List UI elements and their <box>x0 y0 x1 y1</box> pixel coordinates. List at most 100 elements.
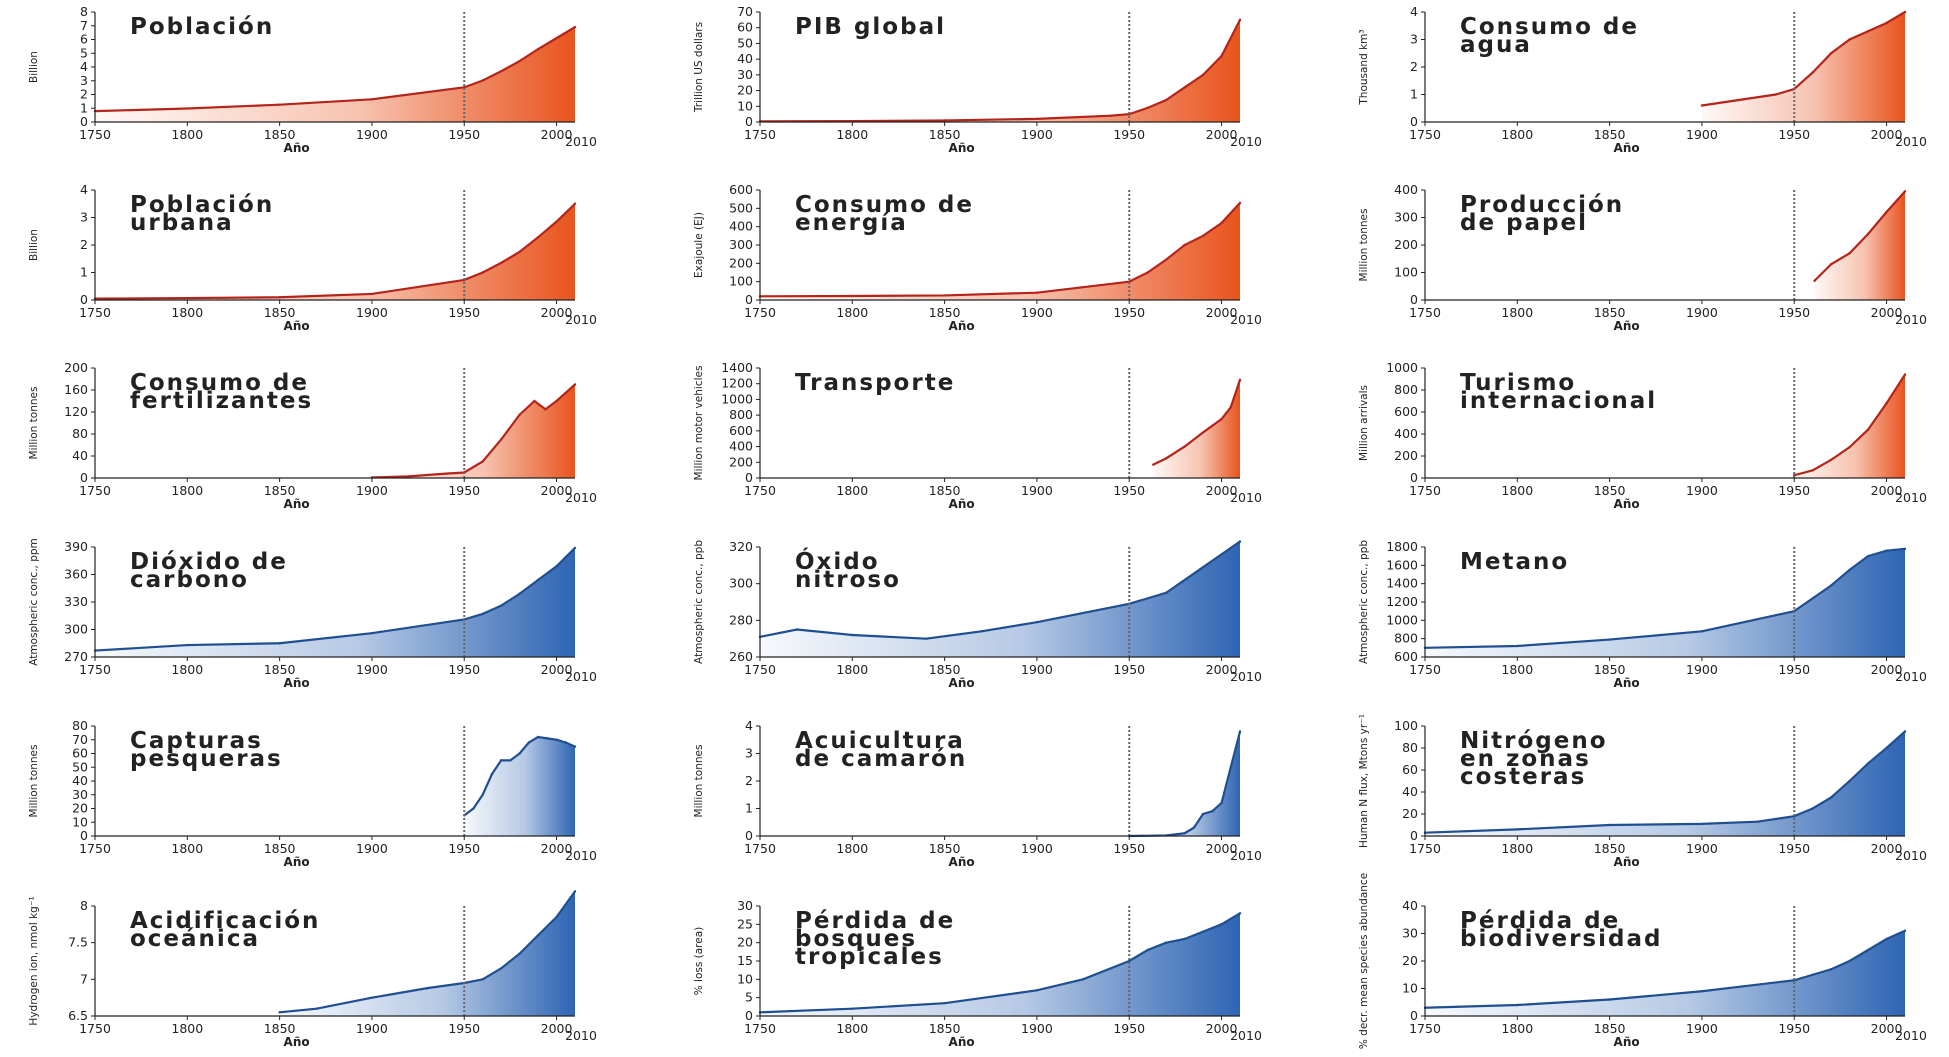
y-tick-label: 60 <box>72 746 88 761</box>
x-tick-label: 1900 <box>356 841 388 856</box>
data-point <box>499 70 503 73</box>
y-tick-label: 1 <box>745 801 753 816</box>
series-area <box>760 202 1240 300</box>
y-tick-label: 330 <box>64 594 88 609</box>
x-tick-label: 1800 <box>171 305 203 320</box>
data-point <box>1183 86 1186 89</box>
x-tick-label: 1850 <box>929 841 961 856</box>
y-tick-label: 100 <box>729 274 753 289</box>
data-point <box>1848 568 1851 572</box>
data-point <box>555 220 558 223</box>
data-point <box>555 399 558 403</box>
x-tick-label: 1800 <box>836 483 868 498</box>
data-point <box>1211 810 1214 813</box>
data-point <box>1035 989 1039 992</box>
data-point <box>1201 73 1205 77</box>
x-tick-label: 1750 <box>744 305 776 320</box>
data-point <box>573 890 577 893</box>
chart-panel-15: 0 20 40 60 80 100 1750 1800 1850 1900 1950 20002010… <box>1358 714 1927 869</box>
data-point <box>536 47 540 51</box>
chart-title: de camarón <box>795 746 967 772</box>
x-tick-label: 1750 <box>1409 483 1441 498</box>
data-point <box>481 793 484 796</box>
y-tick-label: 800 <box>729 407 753 422</box>
x-tick-label: 1800 <box>171 841 203 856</box>
x-max-label: 2010 <box>565 312 597 327</box>
x-axis-label: Año <box>284 676 310 690</box>
y-tick-label: 1400 <box>721 360 753 375</box>
data-point <box>1903 190 1907 193</box>
data-point <box>1220 417 1223 421</box>
x-tick-label: 1950 <box>1113 1021 1145 1036</box>
series-area <box>95 27 575 122</box>
series-area <box>95 547 575 657</box>
x-tick-label: 1750 <box>744 127 776 142</box>
chart-title: Población <box>130 192 274 218</box>
x-tick-label: 1750 <box>79 305 111 320</box>
x-tick-label: 1950 <box>1113 841 1145 856</box>
y-axis-label: % decr. mean species abundance <box>1358 873 1370 1049</box>
data-point <box>426 986 429 990</box>
y-tick-label: 1200 <box>1386 594 1418 609</box>
y-tick-label: 0 <box>1410 292 1418 307</box>
y-tick-label: 30 <box>1402 926 1418 941</box>
data-point <box>536 735 540 739</box>
x-tick-label: 1750 <box>79 127 111 142</box>
y-tick-label: 600 <box>729 423 753 438</box>
x-tick-label: 1850 <box>264 841 296 856</box>
y-axis-label: Million tonnes <box>1358 209 1370 282</box>
x-axis-label: Año <box>284 141 310 155</box>
series-line <box>759 19 1241 123</box>
y-tick-label: 0 <box>80 292 88 307</box>
chart-title: Consumo de <box>130 370 309 396</box>
y-tick-label: 160 <box>64 382 88 397</box>
x-tick-label: 1750 <box>1409 1021 1441 1036</box>
x-tick-label: 2000 <box>1871 1021 1903 1036</box>
x-tick-label: 1950 <box>1778 662 1810 677</box>
data-point <box>278 642 281 645</box>
data-point <box>499 759 503 762</box>
y-tick-label: 0 <box>80 470 88 485</box>
data-point <box>1201 812 1205 816</box>
data-point <box>555 36 558 40</box>
x-tick-label: 1800 <box>1501 1021 1533 1036</box>
y-axis-label: Million tonnes <box>693 745 705 818</box>
y-tick-label: 20 <box>72 801 88 816</box>
x-tick-label: 1850 <box>264 662 296 677</box>
chart-panel-10: 270 300 330 360 390 1750 1800 1850 1900 1950 20002… <box>28 538 597 690</box>
data-point <box>1885 746 1888 750</box>
x-axis-label: Año <box>949 1035 975 1049</box>
y-tick-label: 15 <box>737 953 753 968</box>
data-point <box>1238 201 1242 205</box>
data-point <box>1813 279 1816 282</box>
series-area <box>1129 731 1240 836</box>
y-tick-label: 60 <box>1402 762 1418 777</box>
x-tick-label: 1950 <box>1113 662 1145 677</box>
series-line <box>1701 11 1906 107</box>
x-tick-label: 2000 <box>1871 127 1903 142</box>
data-point <box>499 967 503 970</box>
x-tick-label: 1900 <box>356 662 388 677</box>
data-point <box>1128 959 1131 963</box>
series-area <box>1153 379 1240 478</box>
x-axis-label: Año <box>1614 497 1640 511</box>
x-tick-label: 2000 <box>1871 662 1903 677</box>
y-axis-label: Million tonnes <box>28 387 40 460</box>
x-tick-label: 2000 <box>541 483 573 498</box>
x-max-label: 2010 <box>1895 848 1927 863</box>
y-tick-label: 20 <box>1402 953 1418 968</box>
x-max-label: 2010 <box>1230 1028 1262 1043</box>
y-tick-label: 50 <box>72 759 88 774</box>
x-axis-label: Año <box>949 141 975 155</box>
data-point <box>1164 941 1168 944</box>
data-point <box>555 915 558 919</box>
y-tick-label: 1 <box>80 100 88 115</box>
y-tick-label: 40 <box>1402 898 1418 913</box>
x-tick-label: 1950 <box>1113 127 1145 142</box>
y-tick-label: 320 <box>729 539 753 554</box>
data-point <box>1035 620 1039 624</box>
data-point <box>1829 584 1833 587</box>
series-line <box>1813 190 1906 282</box>
